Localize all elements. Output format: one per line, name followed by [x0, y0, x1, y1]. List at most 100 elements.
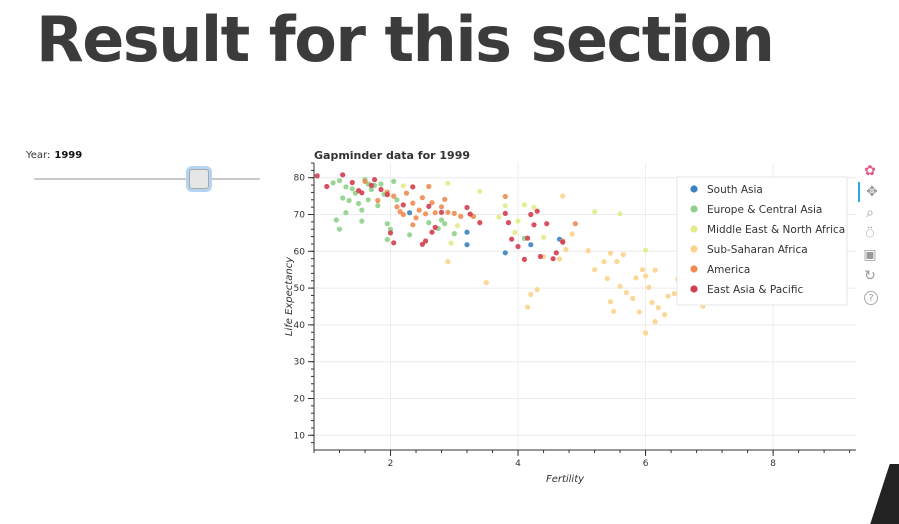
data-point	[655, 305, 661, 311]
data-point	[394, 204, 400, 210]
data-point	[391, 178, 397, 184]
data-point	[426, 183, 432, 190]
legend-label: Sub-Saharan Africa	[707, 244, 808, 256]
data-point	[528, 211, 534, 218]
data-point	[601, 259, 607, 265]
data-point	[464, 229, 470, 235]
data-point	[649, 299, 655, 306]
data-point	[544, 221, 550, 227]
legend-label: East Asia & Pacific	[707, 284, 803, 296]
data-point	[324, 183, 330, 190]
data-point	[556, 256, 563, 262]
data-point	[505, 220, 512, 226]
data-point	[502, 250, 508, 256]
data-point	[368, 186, 374, 193]
data-point	[611, 308, 617, 314]
legend-marker	[690, 285, 698, 293]
data-point	[336, 226, 343, 232]
data-point	[604, 275, 610, 282]
data-point	[375, 197, 381, 204]
data-point	[419, 195, 425, 201]
data-point	[643, 247, 649, 253]
help-icon[interactable]: ?	[864, 291, 878, 305]
data-point	[563, 246, 569, 253]
data-point	[528, 242, 534, 248]
y-tick-label: 40	[294, 321, 306, 331]
data-point	[496, 214, 502, 220]
data-point	[419, 241, 425, 247]
data-point	[512, 229, 518, 236]
data-point	[442, 196, 448, 202]
data-point	[531, 204, 537, 211]
data-point	[477, 220, 483, 226]
data-point	[633, 275, 639, 281]
save-icon[interactable]: ▣	[863, 247, 877, 263]
data-point	[423, 238, 429, 244]
data-point	[467, 211, 473, 217]
data-point	[662, 312, 668, 318]
data-point	[413, 215, 419, 221]
slider-handle[interactable]	[188, 169, 209, 189]
data-point	[387, 230, 394, 236]
data-point	[569, 231, 575, 237]
data-point	[464, 242, 470, 248]
data-point	[362, 178, 368, 184]
x-tick-label: 2	[388, 459, 394, 469]
y-axis-label: Life Expectancy	[284, 256, 295, 336]
data-point	[607, 250, 614, 256]
data-point	[643, 273, 649, 279]
data-point	[346, 197, 352, 204]
data-point	[451, 231, 457, 237]
reset-icon[interactable]: ↻	[864, 268, 876, 284]
data-point	[359, 190, 365, 196]
data-point	[445, 180, 451, 186]
data-point	[646, 284, 652, 290]
data-point	[639, 267, 646, 273]
data-point	[620, 252, 626, 258]
data-point	[426, 203, 432, 209]
data-point	[553, 250, 559, 256]
data-point	[372, 177, 378, 183]
data-point	[375, 203, 381, 209]
y-tick-label: 80	[294, 174, 306, 184]
year-slider[interactable]: Year: 1999	[26, 150, 266, 189]
data-point	[343, 210, 349, 216]
legend-marker	[690, 185, 698, 193]
data-point	[521, 202, 528, 208]
data-point	[400, 202, 406, 208]
bokeh-logo-icon: ✿	[864, 163, 876, 179]
data-point	[592, 209, 598, 215]
pan-icon[interactable]: ✥	[858, 182, 884, 202]
series-group	[314, 172, 566, 262]
data-point	[365, 197, 371, 203]
legend-marker	[690, 225, 698, 233]
series-group	[362, 178, 579, 244]
data-point	[368, 182, 374, 188]
data-point	[410, 200, 416, 206]
legend-marker	[690, 245, 698, 253]
box-zoom-icon[interactable]: ⌕	[866, 205, 874, 221]
data-point	[391, 193, 397, 199]
legend-box	[676, 176, 848, 306]
data-point	[349, 186, 355, 192]
data-point	[426, 220, 432, 226]
y-tick-label: 30	[294, 358, 306, 368]
data-point	[525, 235, 531, 241]
data-point	[403, 190, 410, 196]
data-point	[343, 184, 349, 190]
data-point	[541, 234, 547, 240]
data-point	[359, 207, 365, 213]
slider-label: Year: 1999	[26, 150, 266, 161]
data-point	[617, 283, 623, 289]
data-point	[572, 221, 579, 227]
data-point	[387, 226, 394, 232]
data-point	[607, 299, 614, 305]
slider-track[interactable]	[34, 169, 260, 189]
data-point	[410, 184, 416, 190]
scatter-chart[interactable]: 2 4 6 8 10 20 30 40 50 60 70 80 Fertility Life Expect…	[0, 0, 899, 497]
wheel-zoom-icon[interactable]: ⍥	[865, 226, 875, 242]
data-point	[356, 200, 362, 207]
y-tick-label: 60	[294, 247, 306, 257]
data-point	[378, 186, 384, 193]
data-point	[394, 197, 400, 203]
